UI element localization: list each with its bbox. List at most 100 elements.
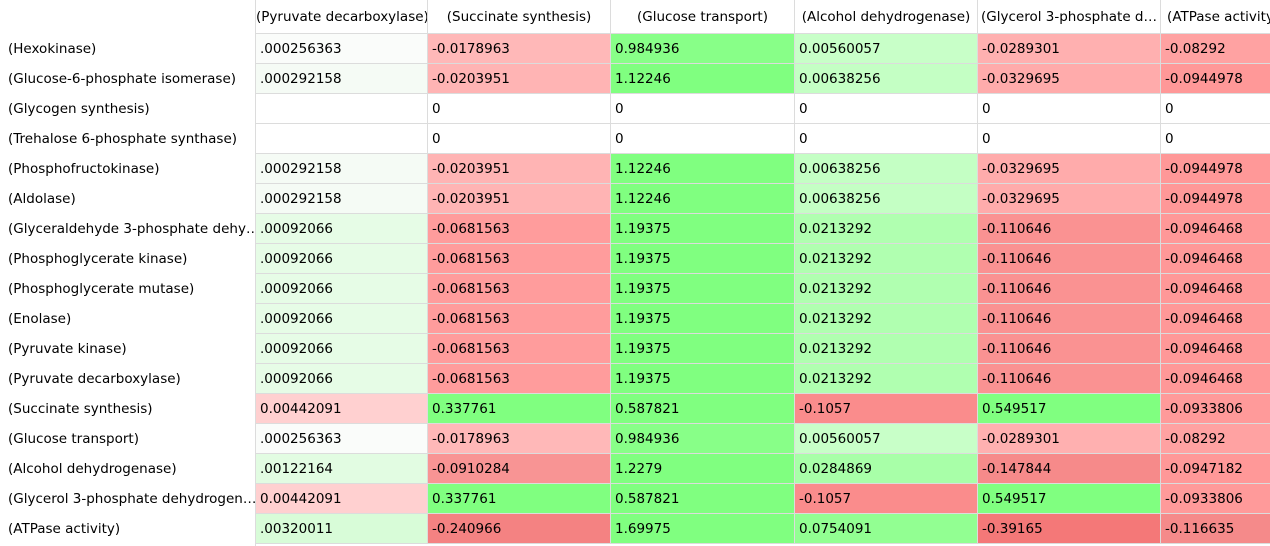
cell: 0.0213292	[795, 244, 978, 274]
cell: .000292158	[256, 154, 428, 184]
cell: 1.19375	[611, 274, 795, 304]
cell: 0.0213292	[795, 274, 978, 304]
cell: .00320011	[256, 514, 428, 544]
row-label: (Pyruvate decarboxylase)	[8, 371, 181, 387]
row-label: (Succinate synthesis)	[8, 401, 153, 417]
cell: -0.0910284	[428, 454, 611, 484]
column-header: (Alcohol dehydrogenase)	[795, 0, 978, 34]
cell: 0.0284869	[795, 454, 978, 484]
cell: .000256363	[256, 424, 428, 454]
cell: 1.19375	[611, 244, 795, 274]
cell: 0	[611, 94, 795, 124]
cell: 0.00560057	[795, 424, 978, 454]
cell: -0.0203951	[428, 184, 611, 214]
cell: 0.00638256	[795, 154, 978, 184]
cell: 0.0754091	[795, 514, 978, 544]
cell: -0.0329695	[978, 154, 1161, 184]
cell: 0.587821	[611, 484, 795, 514]
cell: -0.0178963	[428, 424, 611, 454]
cell: 1.19375	[611, 214, 795, 244]
cell: -0.0289301	[978, 34, 1161, 64]
column-header: (ATPase activity	[1161, 0, 1270, 34]
cell: 0	[611, 124, 795, 154]
cell: -0.0933806	[1161, 484, 1270, 514]
cell: -0.0329695	[978, 184, 1161, 214]
cell	[256, 94, 428, 124]
column-header: (Glucose transport)	[611, 0, 795, 34]
cell: -0.110646	[978, 364, 1161, 394]
cell: 1.69975	[611, 514, 795, 544]
cell: -0.0946468	[1161, 214, 1270, 244]
cell: 0	[978, 94, 1161, 124]
cell: 1.12246	[611, 154, 795, 184]
cell: 1.19375	[611, 304, 795, 334]
cell: -0.08292	[1161, 34, 1270, 64]
cell: 0.00560057	[795, 34, 978, 64]
cell: 0.0213292	[795, 334, 978, 364]
cell: .00092066	[256, 214, 428, 244]
cell: -0.0944978	[1161, 184, 1270, 214]
row-label: (Phosphoglycerate kinase)	[8, 251, 188, 267]
cell: .00092066	[256, 364, 428, 394]
cell: -0.110646	[978, 244, 1161, 274]
cell: 0.587821	[611, 394, 795, 424]
cell: 0.00442091	[256, 394, 428, 424]
column-header: (Glycerol 3-phosphate d…	[978, 0, 1161, 34]
row-label: (Hexokinase)	[8, 41, 97, 57]
cell: -0.0681563	[428, 334, 611, 364]
row-label: (Phosphofructokinase)	[8, 161, 160, 177]
cell: -0.110646	[978, 214, 1161, 244]
cell: -0.1057	[795, 484, 978, 514]
cell: 0.337761	[428, 484, 611, 514]
cell: 1.12246	[611, 64, 795, 94]
cell: -0.116635	[1161, 514, 1270, 544]
cell: -0.1057	[795, 394, 978, 424]
cell: -0.0681563	[428, 244, 611, 274]
cell: .000292158	[256, 64, 428, 94]
cell: -0.39165	[978, 514, 1161, 544]
cell: -0.0289301	[978, 424, 1161, 454]
cell: -0.110646	[978, 274, 1161, 304]
row-label: (Pyruvate kinase)	[8, 341, 127, 357]
cell: 0.00442091	[256, 484, 428, 514]
cell: 0.337761	[428, 394, 611, 424]
cell: 0	[428, 94, 611, 124]
cell: -0.0947182	[1161, 454, 1270, 484]
cell: 0	[978, 124, 1161, 154]
cell: .00122164	[256, 454, 428, 484]
cell: -0.0946468	[1161, 334, 1270, 364]
cell: 0.00638256	[795, 184, 978, 214]
cell: -0.0203951	[428, 64, 611, 94]
cell: -0.0681563	[428, 274, 611, 304]
row-label: (Phosphoglycerate mutase)	[8, 281, 195, 297]
cell: -0.240966	[428, 514, 611, 544]
cell: 0	[795, 94, 978, 124]
cell: 0	[428, 124, 611, 154]
row-label: (Trehalose 6-phosphate synthase)	[8, 131, 238, 147]
cell: -0.0946468	[1161, 364, 1270, 394]
cell: 0.0213292	[795, 364, 978, 394]
cell: -0.08292	[1161, 424, 1270, 454]
cell: .00092066	[256, 274, 428, 304]
cell: -0.0203951	[428, 154, 611, 184]
row-label: (Alcohol dehydrogenase)	[8, 461, 177, 477]
cell: 1.19375	[611, 364, 795, 394]
cell: -0.0681563	[428, 364, 611, 394]
cell: -0.110646	[978, 334, 1161, 364]
cell: -0.0681563	[428, 304, 611, 334]
cell: -0.0178963	[428, 34, 611, 64]
cell: .00092066	[256, 244, 428, 274]
cell: 1.12246	[611, 184, 795, 214]
cell	[256, 124, 428, 154]
cell: -0.147844	[978, 454, 1161, 484]
cell: .00092066	[256, 304, 428, 334]
cell: -0.0933806	[1161, 394, 1270, 424]
cell: -0.0946468	[1161, 244, 1270, 274]
cell: 1.19375	[611, 334, 795, 364]
row-label: (Glyceraldehyde 3-phosphate dehy…	[8, 221, 256, 237]
cell: -0.110646	[978, 304, 1161, 334]
row-label: (Glucose-6-phosphate isomerase)	[8, 71, 237, 87]
cell: -0.0681563	[428, 214, 611, 244]
cell: -0.0946468	[1161, 304, 1270, 334]
